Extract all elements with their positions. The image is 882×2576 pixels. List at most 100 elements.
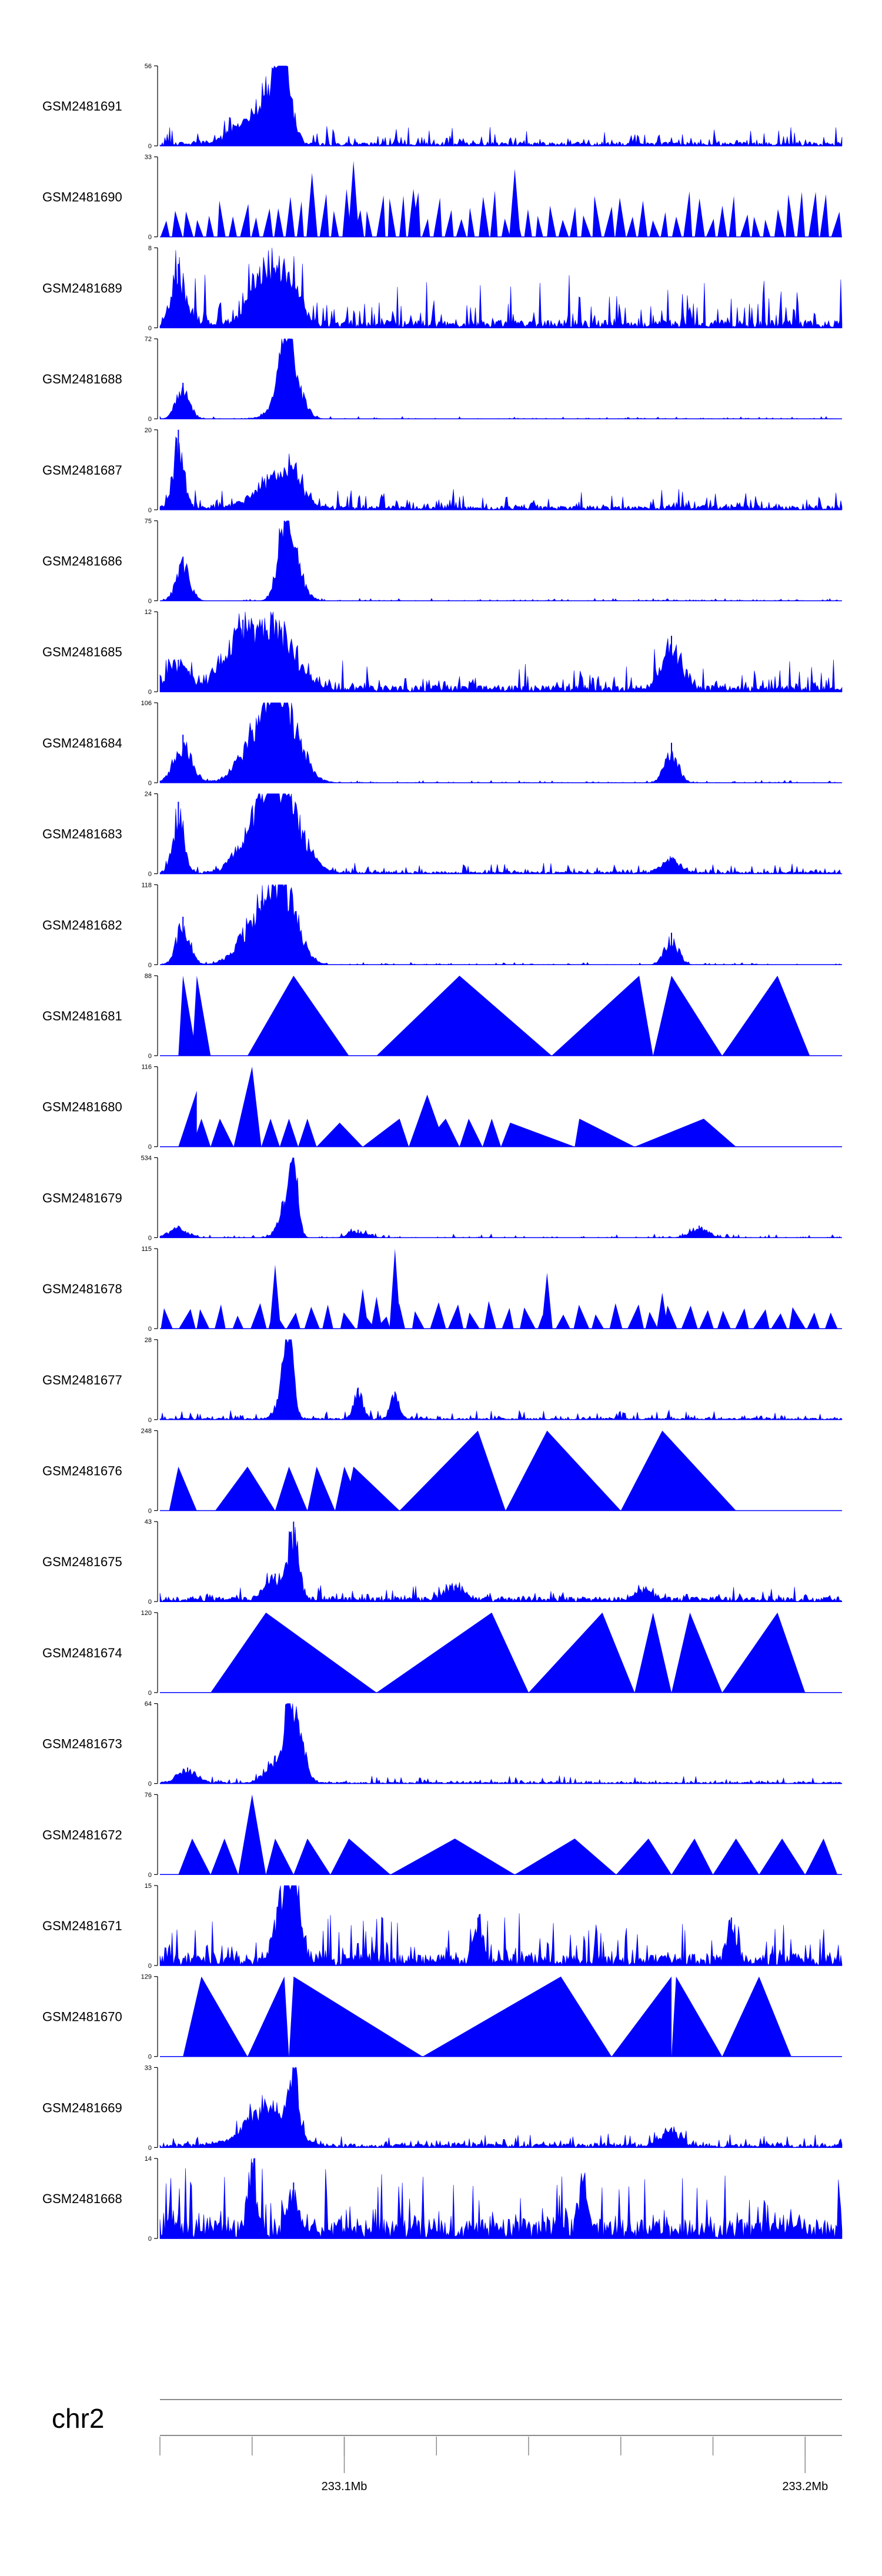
coverage-peak [376, 976, 552, 1056]
coverage-spike [656, 1292, 668, 1329]
y-min-label: 0 [148, 1871, 152, 1878]
coverage-peak [232, 1316, 244, 1329]
y-max-label: 76 [145, 1791, 152, 1798]
coverage-peak [717, 205, 727, 237]
coverage-peak [547, 205, 556, 237]
track-name: GSM2481678 [42, 1282, 122, 1296]
track-name: GSM2481675 [42, 1554, 122, 1569]
coverage-peak [502, 1307, 514, 1329]
track-GSM2481670: GSM2481670 129 0 [42, 1974, 842, 2061]
coverage-peak [569, 206, 577, 237]
coverage-peak [217, 201, 226, 237]
coverage-peak [609, 1303, 623, 1329]
coverage-peak [479, 196, 490, 237]
coverage-peak [240, 203, 250, 237]
coverage-peak [520, 1307, 536, 1329]
coverage-peak [456, 219, 467, 237]
coverage-peak [387, 198, 396, 237]
track-name: GSM2481689 [42, 281, 122, 295]
y-max-label: 106 [141, 700, 152, 707]
coverage-peak [211, 1119, 234, 1147]
track-name: GSM2481674 [42, 1646, 122, 1660]
coverage-peak [192, 976, 211, 1056]
track-GSM2481676: GSM2481676 248 0 [42, 1428, 842, 1515]
coverage-peak [445, 209, 454, 237]
coverage-peak [376, 1612, 529, 1693]
coverage-peak [681, 1306, 698, 1329]
track-GSM2481691: GSM2481691 56 0 [42, 63, 843, 150]
track-GSM2481688: GSM2481688 72 0 [42, 336, 842, 423]
coverage-peak [683, 191, 693, 237]
coverage-peak [340, 1312, 356, 1329]
coverage-peak [751, 216, 760, 237]
coverage-peak [178, 1090, 197, 1147]
genome-axis: chr2 233.1Mb 233.2Mb [52, 2399, 842, 2493]
y-min-label: 0 [148, 1781, 152, 1788]
coverage-peak [529, 1612, 635, 1693]
coverage-peak [285, 196, 295, 237]
coverage-peak [228, 216, 237, 237]
coverage-peak [649, 220, 660, 237]
y-max-label: 120 [141, 1610, 152, 1617]
track-name: GSM2481691 [42, 99, 122, 114]
y-min-label: 0 [148, 1144, 152, 1151]
coverage-peak [771, 1313, 787, 1329]
coverage-peak [706, 218, 716, 237]
track-name: GSM2481690 [42, 190, 122, 205]
coverage-peak [261, 1119, 280, 1147]
track-GSM2481689: GSM2481689 8 0 [42, 245, 843, 332]
coverage-peak [399, 1430, 506, 1511]
y-max-label: 12 [145, 609, 152, 616]
coverage-peak [289, 1976, 423, 2057]
y-min-label: 0 [148, 325, 152, 332]
y-min-label: 0 [148, 416, 152, 423]
coverage-peak [233, 1066, 262, 1147]
coverage-peak [645, 1312, 658, 1329]
coverage-peak [330, 1838, 390, 1875]
coverage-peak [671, 216, 682, 237]
y-min-label: 0 [148, 1417, 152, 1424]
coverage-peak [179, 1309, 196, 1329]
track-GSM2481687: GSM2481687 20 0 [42, 427, 843, 514]
y-min-label: 0 [148, 598, 152, 605]
y-max-label: 88 [145, 973, 152, 980]
coverage-spike [357, 1289, 369, 1329]
track-name: GSM2481672 [42, 1827, 122, 1842]
track-GSM2481673: GSM2481673 64 0 [42, 1701, 843, 1788]
coverage-peak [206, 215, 214, 237]
coverage-peak [215, 1466, 275, 1511]
coverage-peak [699, 1310, 714, 1329]
coverage-peak [211, 1838, 239, 1875]
coverage-peak [634, 1119, 736, 1147]
coverage-area [159, 1339, 843, 1420]
coverage-peak [304, 1306, 320, 1329]
coverage-peak [194, 219, 203, 237]
y-max-label: 33 [145, 2064, 152, 2071]
coverage-peak [552, 976, 653, 1056]
coverage-peak [831, 212, 842, 237]
track-name: GSM2481679 [42, 1190, 122, 1205]
y-min-label: 0 [148, 1508, 152, 1515]
coverage-peak [616, 1838, 671, 1875]
coverage-peak [717, 1310, 731, 1329]
coverage-peak [238, 1794, 266, 1875]
coverage-area [159, 2067, 843, 2148]
coverage-peak [247, 1976, 289, 2057]
track-name: GSM2481676 [42, 1464, 122, 1479]
track-GSM2481686: GSM2481686 75 0 [42, 518, 842, 605]
coverage-peak [627, 1304, 644, 1329]
coverage-peak [592, 1314, 604, 1329]
coverage-peak [753, 1309, 770, 1329]
coverage-area [159, 338, 842, 419]
track-GSM2481680: GSM2481680 116 0 [42, 1064, 842, 1151]
axis-tick-label: 233.2Mb [782, 2480, 828, 2493]
y-min-label: 0 [148, 2235, 152, 2243]
coverage-peak [307, 1466, 335, 1511]
y-max-label: 15 [145, 1883, 152, 1890]
y-max-label: 28 [145, 1337, 152, 1344]
y-min-label: 0 [148, 962, 152, 969]
coverage-peak [322, 1304, 333, 1329]
coverage-peak [330, 211, 339, 237]
track-GSM2481684: GSM2481684 106 0 [42, 700, 842, 787]
